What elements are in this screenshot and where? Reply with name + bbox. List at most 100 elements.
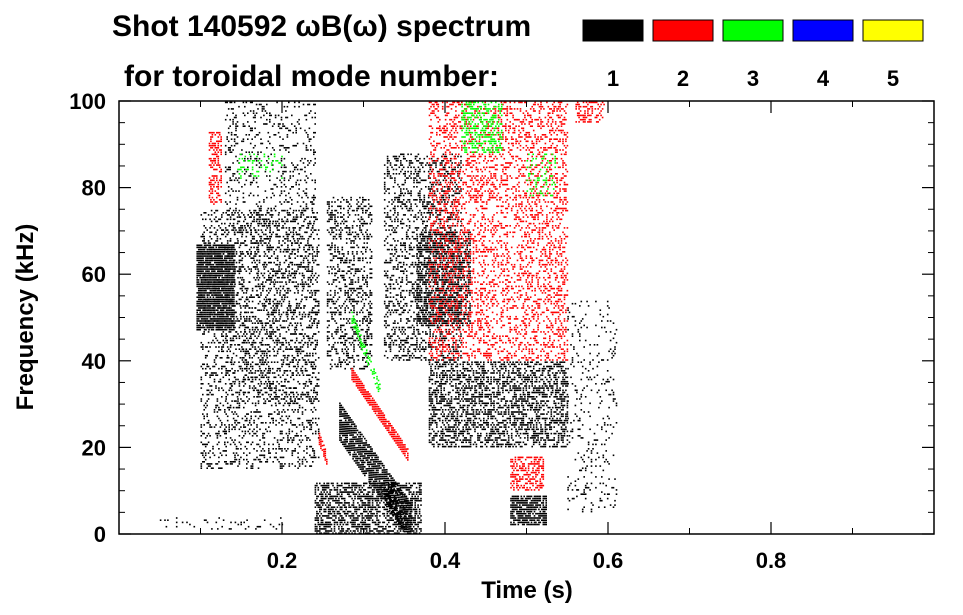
spectral-cell [273, 251, 275, 253]
spectral-cell [313, 322, 316, 324]
spectral-cell [264, 110, 267, 112]
spectral-cell [354, 331, 357, 333]
spectral-cell [316, 212, 318, 214]
spectral-cell [209, 263, 211, 266]
spectral-cell [267, 311, 270, 314]
spectral-cell [257, 389, 260, 392]
spectral-cell [196, 300, 198, 303]
spectral-cell [316, 383, 318, 385]
spectral-cell [269, 238, 271, 240]
spectral-cell [343, 253, 345, 255]
spectral-cell [260, 240, 262, 242]
spectral-cell [276, 300, 279, 303]
spectral-cell [312, 307, 314, 309]
spectral-cell [218, 346, 220, 348]
spectral-cell [270, 196, 272, 199]
spectral-cell [285, 400, 288, 402]
spectral-cell [251, 333, 254, 335]
spectral-cell [312, 402, 314, 405]
spectral-cell [227, 190, 230, 192]
spectral-cell [348, 287, 351, 290]
spectral-cell [273, 346, 276, 348]
spectral-cell [206, 274, 209, 277]
spectral-cell [366, 276, 368, 279]
spectral-cell [259, 218, 261, 221]
spectral-cell [292, 229, 295, 231]
spectral-cell [232, 253, 234, 255]
spectral-cell [242, 305, 245, 307]
spectral-cell [239, 227, 242, 229]
spectral-cell [246, 318, 248, 320]
spectral-cell [207, 263, 210, 266]
spectral-cell [217, 296, 219, 298]
spectral-cell [244, 324, 246, 327]
spectral-cell [331, 242, 333, 244]
spectral-cell [328, 248, 330, 251]
spectral-cell [244, 430, 247, 433]
spectral-cell [357, 292, 360, 294]
spectral-cell [262, 448, 264, 450]
spectral-cell [301, 209, 303, 212]
spectral-cell [281, 432, 283, 435]
spectral-cell [230, 285, 232, 288]
spectral-cell [244, 426, 247, 428]
spectral-cell [276, 229, 279, 231]
spectral-cell [222, 246, 225, 249]
spectral-cell [234, 270, 236, 272]
spectral-cell [225, 272, 228, 275]
spectral-cell [241, 227, 243, 229]
spectral-cell [232, 175, 234, 177]
spectral-cell [287, 417, 289, 420]
spectral-cell [232, 337, 234, 340]
spectral-cell [235, 348, 237, 350]
spectral-cell [263, 350, 265, 353]
spectral-cell [219, 311, 222, 314]
spectral-cell [226, 246, 229, 249]
spectral-cell [230, 274, 232, 277]
spectral-cell [217, 305, 219, 307]
spectral-cell [307, 344, 309, 346]
spectral-cell [218, 461, 220, 463]
spectral-cell [240, 443, 242, 446]
spectral-cell [221, 246, 223, 249]
spectral-cell [203, 253, 206, 255]
spectral-cell [241, 153, 243, 156]
spectral-cell [221, 328, 223, 331]
spectral-cell [196, 270, 198, 272]
spectral-cell [351, 326, 354, 329]
spectral-cell [313, 103, 315, 106]
spectral-cell [205, 307, 207, 309]
spectral-cell [316, 246, 318, 249]
spectral-cell [253, 276, 255, 279]
spectral-cell [278, 422, 280, 424]
spectral-cell [241, 437, 244, 439]
spectral-cell [367, 335, 370, 337]
spectral-cell [311, 376, 314, 379]
spectral-cell [224, 153, 227, 156]
spectral-cell [331, 214, 333, 216]
spectral-cell [231, 283, 234, 285]
spectral-cell [329, 294, 332, 296]
spectral-cell [202, 320, 204, 322]
spectral-cell [341, 259, 344, 262]
spectral-cell [265, 422, 267, 424]
spectral-cell [218, 302, 220, 305]
spectral-cell [288, 415, 291, 418]
spectral-cell [272, 309, 274, 311]
spectral-cell [224, 307, 226, 309]
spectral-cell [209, 296, 212, 298]
spectral-cell [301, 318, 303, 320]
spectral-cell [238, 181, 240, 184]
spectral-cell [255, 212, 258, 214]
spectral-cell [313, 361, 315, 363]
spectral-cell [225, 296, 227, 298]
spectral-cell [282, 385, 284, 387]
spectral-cell [225, 274, 228, 277]
spectral-cell [234, 422, 236, 424]
spectral-cell [210, 372, 213, 374]
spectral-cell [310, 315, 313, 318]
spectral-cell [242, 112, 245, 114]
spectral-cell [309, 354, 311, 357]
spectral-cell [297, 411, 299, 413]
spectral-cell [262, 285, 264, 288]
